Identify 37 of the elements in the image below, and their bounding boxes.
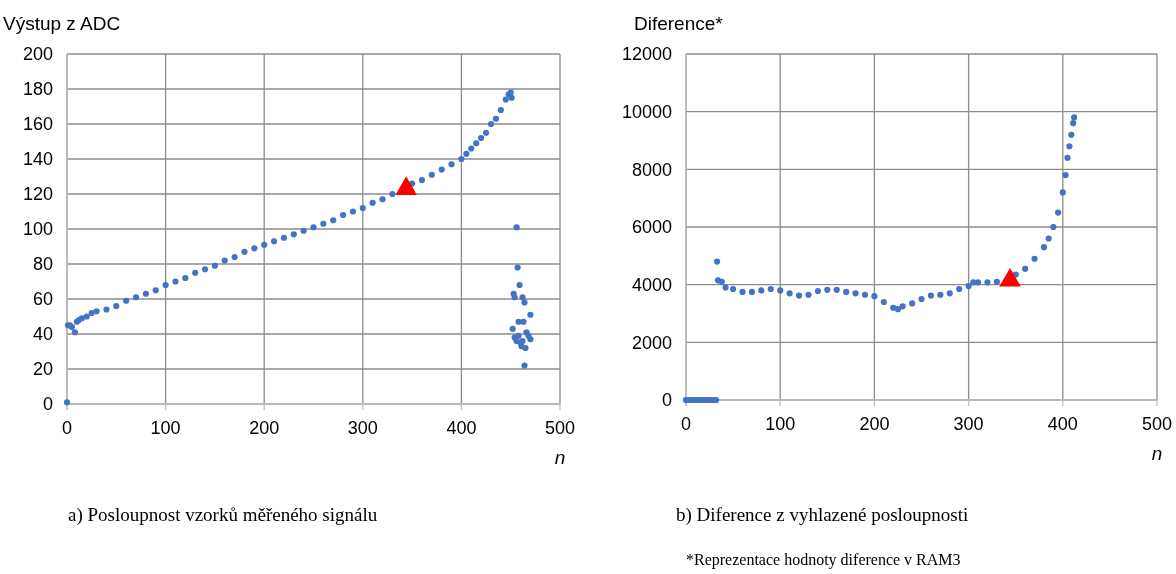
y-tick-label: 80 [32, 254, 53, 275]
text: b) Diference z vyhlazené posloupnosti [676, 504, 969, 526]
y-tick-label: 140 [22, 149, 53, 170]
y-tick-label: 4000 [631, 274, 672, 295]
x-tick-label: 500 [544, 418, 576, 438]
x-tick-label: 300 [953, 414, 984, 434]
x-tick-label: 200 [859, 414, 890, 434]
x-tick-label: 0 [61, 418, 73, 438]
y-tick-label: 120 [22, 184, 53, 205]
text: a) Posloupnost vzorků měřeného signálu [68, 504, 378, 526]
y-tick-label: 100 [22, 219, 53, 240]
y-axis-title: Diference* [634, 13, 724, 34]
y-tick-label: 10000 [621, 101, 672, 122]
x-tick-label: 100 [765, 414, 796, 434]
y-axis-title: Výstup z ADC [3, 13, 121, 34]
y-tick-label: 200 [22, 44, 53, 65]
y-tick-label: 12000 [621, 44, 672, 65]
y-tick-label: 40 [32, 324, 53, 345]
x-tick-label: 200 [249, 418, 280, 438]
x-axis-title: n [1151, 443, 1163, 464]
x-tick-label: 400 [446, 418, 477, 438]
y-tick-label: 20 [32, 359, 53, 380]
y-tick-label: 6000 [631, 217, 672, 238]
y-tick-label: 2000 [631, 332, 672, 353]
y-tick-label: 0 [42, 394, 53, 415]
y-tick-label: 8000 [631, 159, 672, 180]
y-tick-label: 0 [661, 390, 672, 411]
text: *Reprezentace hodnoty diference v RAM3 [686, 551, 961, 569]
x-tick-label: 500 [1141, 414, 1173, 434]
y-tick-label: 160 [22, 114, 53, 135]
x-axis-title: n [554, 447, 566, 468]
y-tick-label: 60 [32, 289, 53, 310]
x-tick-label: 400 [1047, 414, 1078, 434]
y-tick-label: 180 [22, 79, 53, 100]
x-tick-label: 100 [150, 418, 181, 438]
x-tick-label: 0 [680, 414, 692, 434]
x-tick-label: 300 [347, 418, 378, 438]
